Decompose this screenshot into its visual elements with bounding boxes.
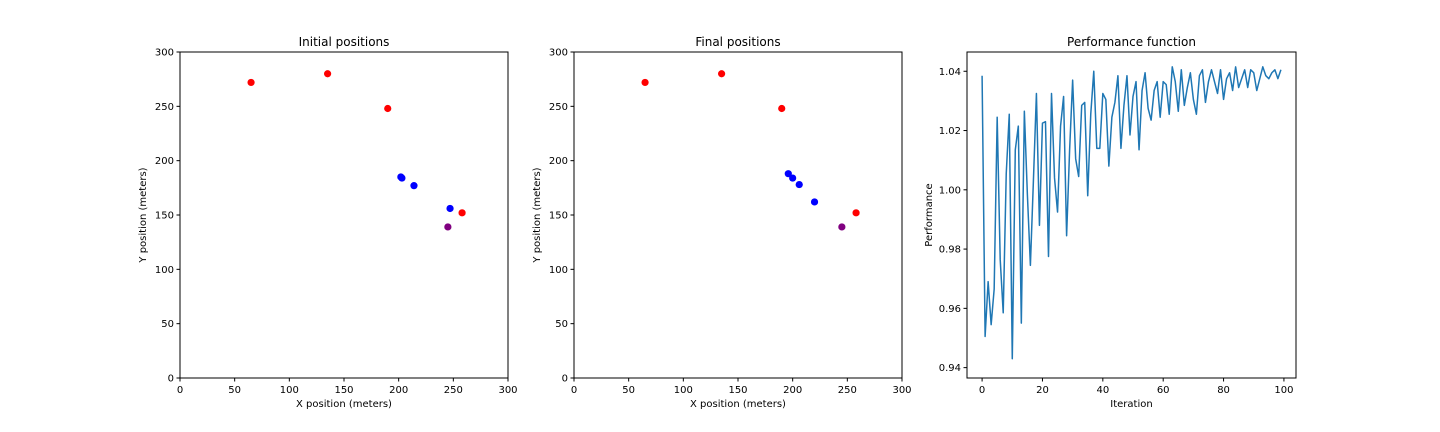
data-point-final-0-2 [778,104,786,113]
x-tick-label-performance-3: 60 [1157,385,1170,396]
y-tick-label-performance-3: 1.00 [939,185,961,196]
y-tick-label-final-3: 150 [549,211,568,222]
y-tick-label-final-1: 50 [555,319,568,330]
scatter-panel-final: 0 50 100 150 200 250 300 0 50 100 150 200 250 300 Fina… [532,35,912,410]
x-tick-label-initial-2: 100 [280,385,299,396]
y-axis-label-final: Y position (meters) [532,167,543,263]
x-tick-label-performance-1: 20 [1036,385,1049,396]
data-point-initial-0-0 [247,78,255,87]
data-point-initial-1-2 [410,182,418,190]
data-point-final-1-3 [810,198,819,206]
data-point-initial-1-3 [446,204,454,213]
y-tick-label-initial-2: 100 [155,265,174,276]
x-tick-label-initial-0: 0 [177,385,183,396]
data-point-initial-2-0 [444,223,452,231]
y-tick-label-performance-2: 0.98 [939,245,961,256]
series-line-performance-0 [981,66,1282,360]
x-tick-label-performance-5: 100 [1274,385,1293,396]
data-point-initial-1-1 [398,174,406,182]
x-tick-label-initial-3: 150 [334,385,353,396]
data-point-final-2-0 [838,223,846,231]
data-point-initial-0-1 [324,70,332,78]
data-point-final-0-0 [641,78,649,87]
y-axis-label-performance: Performance [924,183,935,246]
y-tick-label-final-6: 300 [549,48,568,59]
x-tick-label-final-0: 0 [571,385,577,396]
x-tick-label-final-3: 150 [728,385,747,396]
x-tick-label-final-1: 50 [622,385,635,396]
data-point-final-1-1 [789,174,797,182]
x-tick-label-final-6: 300 [892,385,911,396]
x-tick-label-performance-2: 40 [1096,385,1109,396]
axes-frame-initial [179,51,509,379]
y-tick-label-final-5: 250 [549,102,568,113]
x-axis-label-final: X position (meters) [690,399,786,410]
x-tick-label-initial-5: 250 [444,385,463,396]
x-tick-label-final-2: 100 [674,385,693,396]
y-tick-label-performance-5: 1.04 [939,67,961,78]
x-tick-label-final-5: 250 [838,385,857,396]
data-point-initial-0-2 [384,104,392,113]
x-tick-label-performance-0: 0 [979,385,985,396]
scatter-panel-initial: 0 50 100 150 200 250 300 0 50 100 150 200 250 300 Init… [138,35,518,410]
y-tick-label-performance-4: 1.02 [939,126,961,137]
y-tick-label-final-2: 100 [549,265,568,276]
y-tick-label-performance-1: 0.96 [939,304,961,315]
line-panel-performance: 0 20 40 60 80 100 0.94 0.96 0.98 1.00 1.02 1.04 Perf… [924,35,1297,410]
x-axis-label-performance: Iteration [1110,399,1152,410]
x-tick-label-initial-1: 50 [228,385,241,396]
axes-frame-performance [966,51,1297,379]
y-tick-label-final-0: 0 [562,374,568,385]
data-point-final-0-3 [852,209,860,217]
x-tick-label-final-4: 200 [783,385,802,396]
y-tick-label-initial-1: 50 [161,319,174,330]
x-tick-label-initial-4: 200 [389,385,408,396]
y-tick-label-initial-0: 0 [168,374,174,385]
y-tick-label-initial-4: 200 [155,156,174,167]
data-point-final-1-0 [784,170,792,178]
axes-frame-final [573,51,903,379]
y-tick-label-initial-3: 150 [155,211,174,222]
y-tick-label-performance-0: 0.94 [939,363,961,374]
data-point-final-0-1 [718,70,726,78]
data-point-final-1-2 [795,180,803,189]
data-point-initial-0-3 [458,209,466,217]
x-tick-label-initial-6: 300 [498,385,517,396]
x-tick-label-performance-4: 80 [1217,385,1230,396]
panel-title-initial: Initial positions [299,35,390,49]
panel-title-performance: Performance function [1067,35,1196,49]
y-tick-label-initial-6: 300 [155,48,174,59]
panel-title-final: Final positions [695,35,780,49]
x-axis-label-initial: X position (meters) [296,399,392,410]
y-tick-label-final-4: 200 [549,156,568,167]
y-tick-label-initial-5: 250 [155,102,174,113]
y-axis-label-initial: Y position (meters) [138,167,149,263]
